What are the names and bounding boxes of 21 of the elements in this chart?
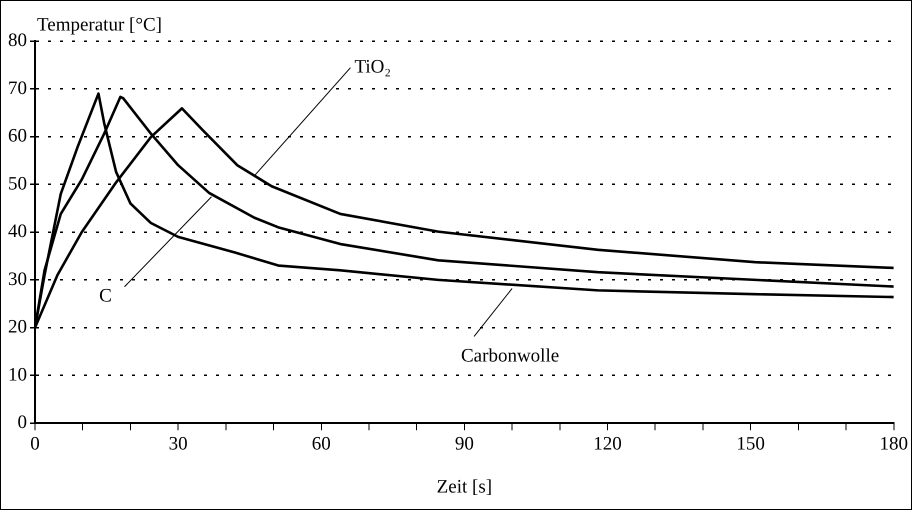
x-tick-label: 30 [168,434,188,455]
x-tick-label: 60 [312,434,331,455]
x-tick-label: 150 [736,434,765,455]
x-tick-label: 120 [593,434,622,455]
x-axis-title: Zeit [s] [436,476,492,498]
x-tick-label: 180 [880,434,908,455]
annotation: Carbonwolle [461,345,560,366]
y-axis-title: Temperatur [°C] [37,14,162,36]
y-tick-label: 80 [8,30,27,51]
y-tick-label: 40 [8,221,27,242]
y-tick-label: 0 [18,412,27,434]
y-tick-label: 20 [8,316,27,338]
y-tick-label: 60 [8,126,27,147]
x-tick-label: 90 [454,434,474,455]
annotation: C [99,286,112,307]
y-tick-label: 10 [8,364,27,386]
y-tick-label: 30 [8,268,27,290]
y-tick-label: 70 [8,78,27,99]
x-tick-label: 0 [30,434,40,455]
y-tick-label: 50 [8,173,27,194]
annotation: TiO₂ [354,56,392,78]
